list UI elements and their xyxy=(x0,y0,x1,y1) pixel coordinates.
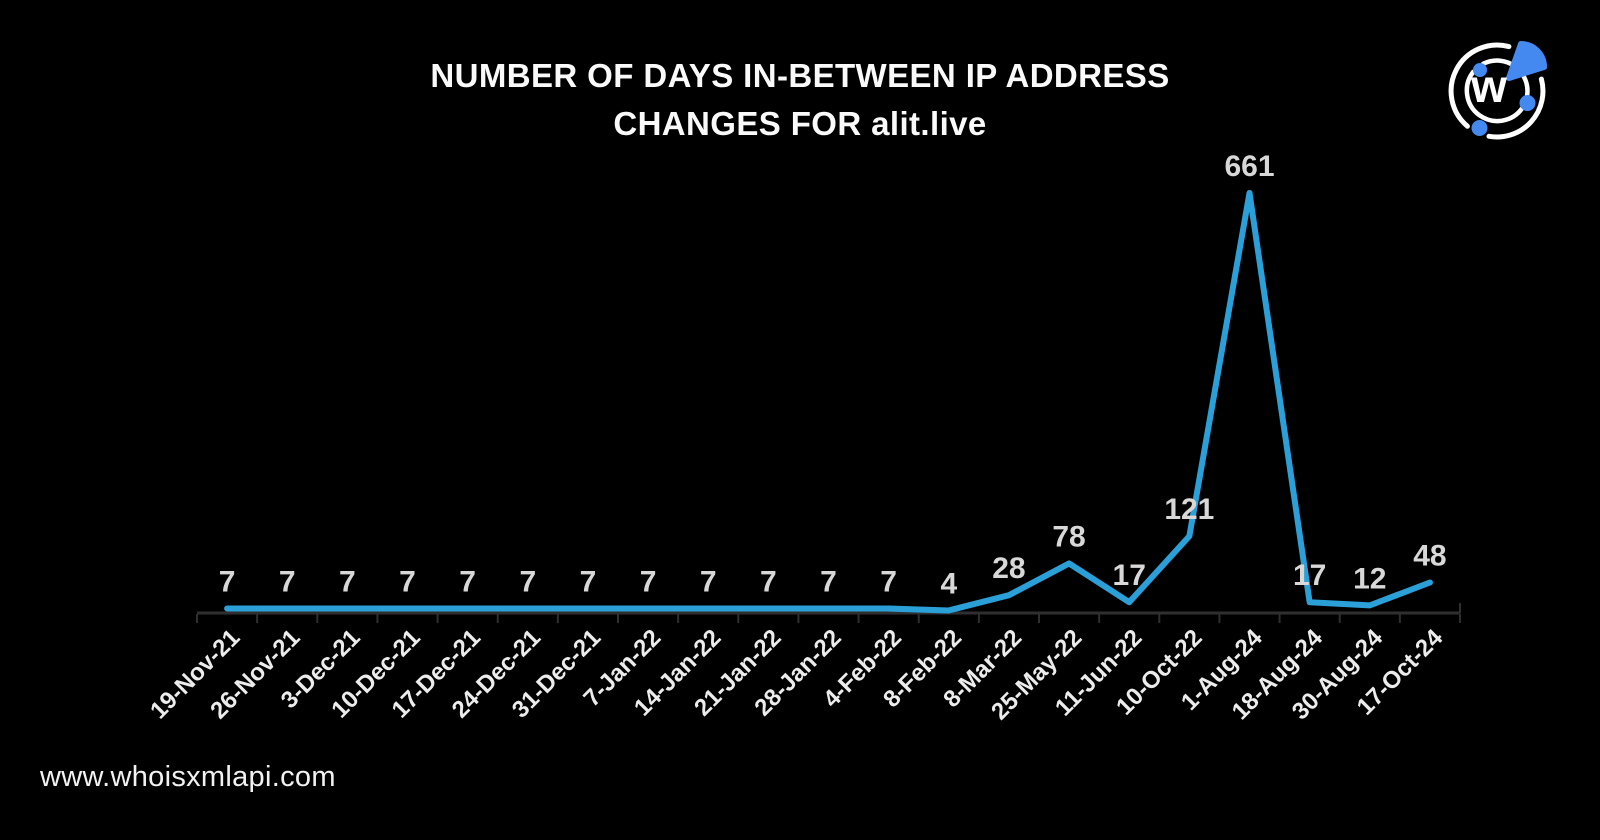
data-point-label: 7 xyxy=(640,566,657,599)
chart-title: NUMBER OF DAYS IN-BETWEEN IP ADDRESS CHA… xyxy=(0,52,1600,148)
logo-outer-ring-arc xyxy=(1486,76,1546,140)
data-point-label: 78 xyxy=(1052,520,1085,553)
logo-dot xyxy=(1473,63,1487,77)
logo-letter: w xyxy=(1470,60,1507,112)
trend-line xyxy=(224,190,1433,614)
data-point-label: 7 xyxy=(279,566,296,599)
data-point-label: 7 xyxy=(339,566,356,599)
data-point-label: 7 xyxy=(219,566,236,599)
data-point-label: 7 xyxy=(700,566,717,599)
logo-wedge-icon xyxy=(1506,41,1547,81)
data-point-label: 7 xyxy=(519,566,536,599)
data-point-label: 7 xyxy=(880,566,897,599)
data-point-label: 7 xyxy=(580,566,597,599)
data-point-label: 12 xyxy=(1353,562,1386,595)
logo-outer-ring-arc xyxy=(1448,42,1512,129)
logo-inner-ring-arc xyxy=(1464,69,1525,124)
data-point-label: 7 xyxy=(399,566,416,599)
logo-dot xyxy=(1471,120,1488,136)
data-point-label: 661 xyxy=(1224,150,1274,183)
data-point-label: 7 xyxy=(459,566,476,599)
data-point-label: 7 xyxy=(820,566,837,599)
data-point-label: 7 xyxy=(760,566,777,599)
logo-accents xyxy=(1471,41,1547,136)
data-point-label: 4 xyxy=(940,567,957,600)
data-point-label: 121 xyxy=(1164,493,1214,526)
website-url: www.whoisxmlapi.com xyxy=(40,761,336,793)
logo-rings xyxy=(1448,42,1546,140)
data-point-label: 17 xyxy=(1113,559,1146,592)
chart-title-line1: NUMBER OF DAYS IN-BETWEEN IP ADDRESS xyxy=(430,57,1170,94)
data-point-label: 48 xyxy=(1413,540,1446,573)
chart-title-line2: CHANGES FOR alit.live xyxy=(613,105,987,142)
whoisxmlapi-logo: w xyxy=(1448,41,1547,140)
data-point-label: 28 xyxy=(992,552,1025,585)
logo-dot xyxy=(1519,95,1536,111)
data-point-label: 17 xyxy=(1293,559,1326,592)
